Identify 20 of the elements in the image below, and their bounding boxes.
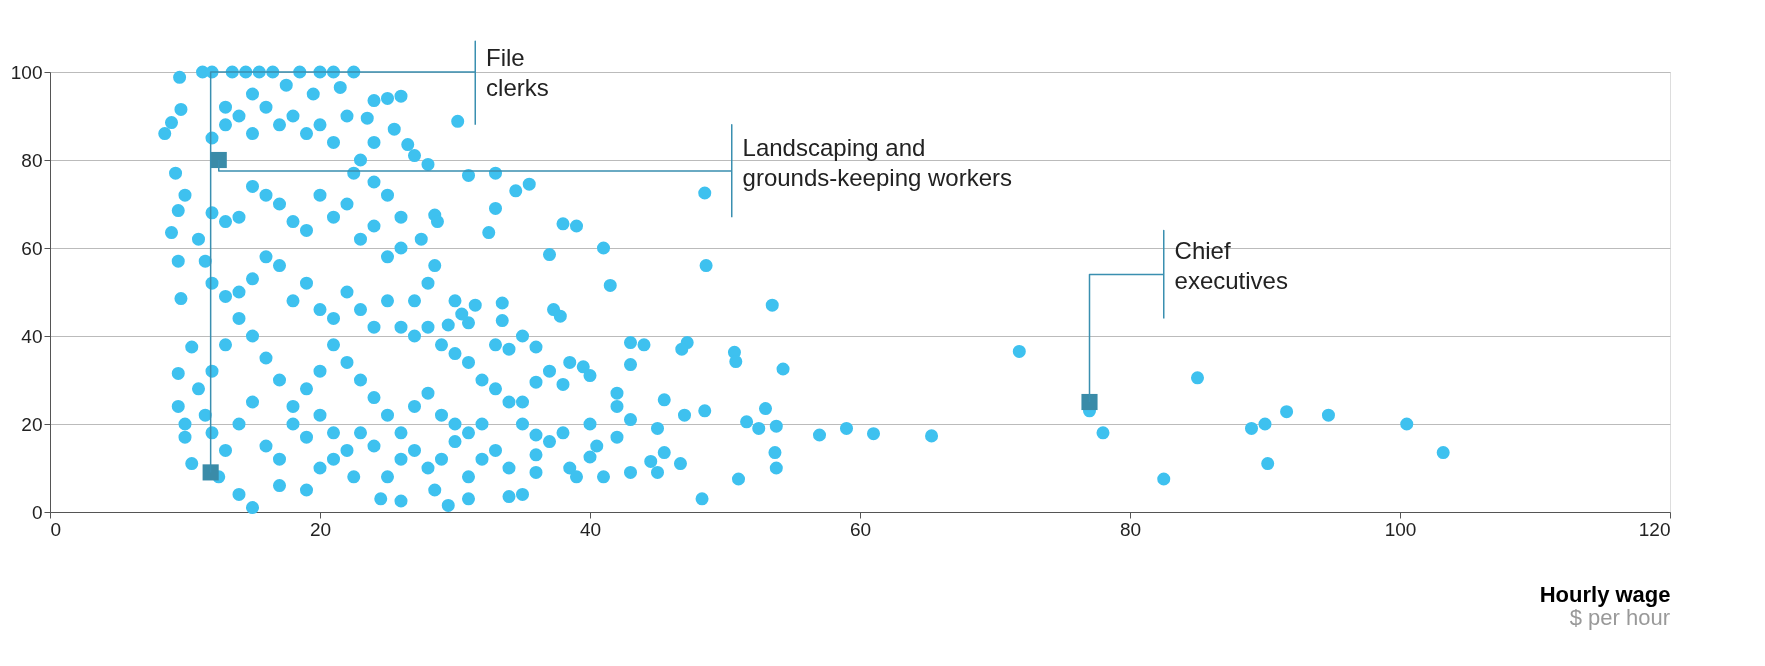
- annotation: Chief executives: [1174, 237, 1288, 295]
- y-tick-label: 80: [21, 149, 43, 171]
- x-axis-title: Hourly wage: [1539, 581, 1671, 607]
- x-tick-label: 120: [1638, 518, 1671, 540]
- x-tick-label: 40: [579, 518, 602, 540]
- y-tick-label: 0: [31, 501, 43, 523]
- x-tick-label: 60: [849, 518, 872, 540]
- x-tick-label: 100: [1384, 518, 1417, 540]
- y-tick-label: 60: [21, 237, 43, 259]
- x-tick-label: 80: [1119, 518, 1142, 540]
- point: [1081, 393, 1098, 411]
- x-tick-label: 0: [50, 518, 62, 540]
- x-tick-label: 20: [309, 518, 332, 540]
- y-tick-label: 20: [21, 413, 43, 435]
- annotation: File clerks: [486, 43, 549, 101]
- point: [210, 151, 227, 169]
- annotation: Landscaping and grounds-keeping workers: [742, 134, 1013, 191]
- y-tick-label: 100: [10, 61, 43, 83]
- y-tick-label: 40: [21, 325, 43, 347]
- point: [202, 464, 219, 481]
